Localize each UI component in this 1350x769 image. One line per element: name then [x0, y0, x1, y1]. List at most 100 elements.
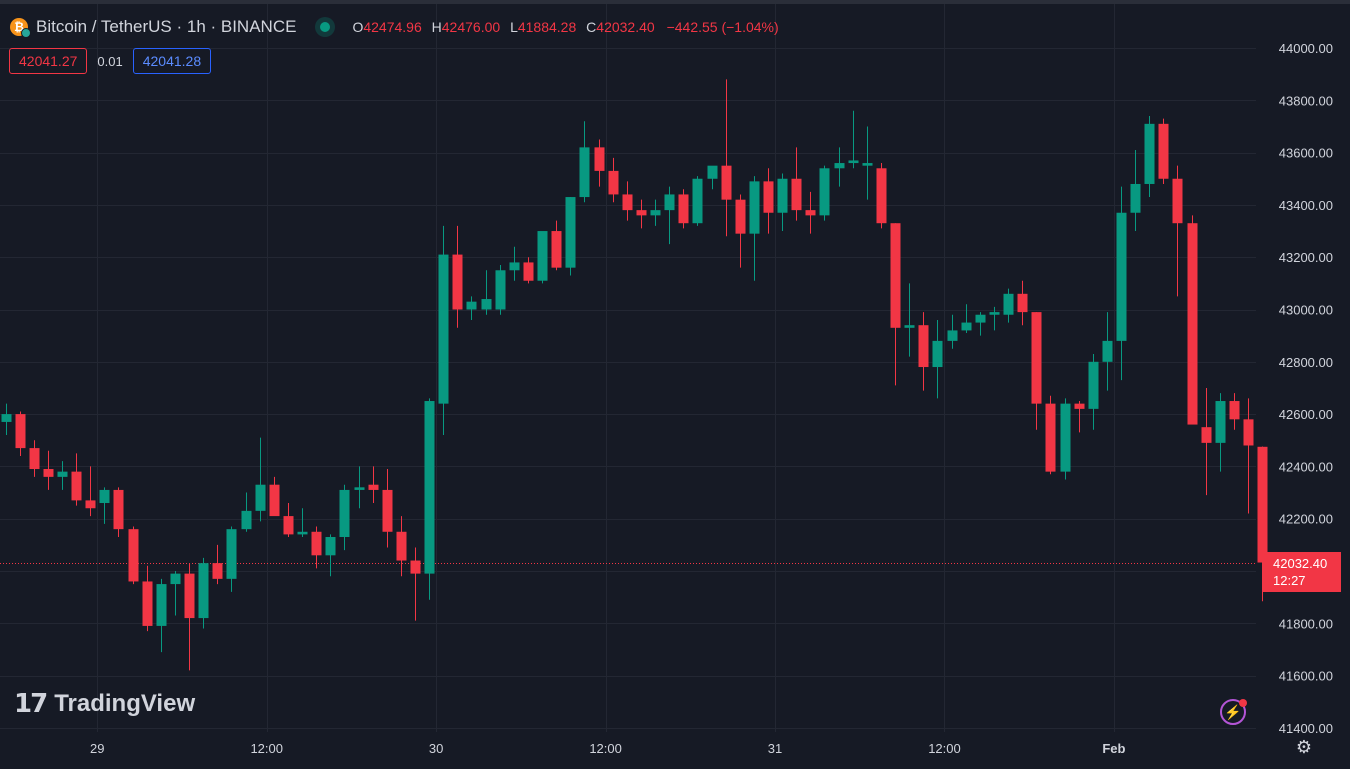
candle-down [311, 526, 322, 569]
candle-up [509, 246, 520, 281]
spread-value: 0.01 [97, 53, 123, 69]
candle-body [198, 563, 209, 619]
time-tick-label: 12:00 [928, 741, 961, 756]
candle-body [113, 489, 124, 530]
settings-gear-icon[interactable]: ⚙ [1295, 736, 1313, 757]
candle-down [452, 225, 463, 328]
candle-body [1257, 446, 1268, 563]
candle-up [241, 492, 252, 532]
candle-up [297, 508, 308, 538]
candle-body [212, 563, 223, 579]
tradingview-logo-text: TradingView [54, 690, 196, 717]
candle-down [29, 440, 40, 477]
market-status-icon[interactable] [320, 22, 331, 32]
candle-down [283, 503, 294, 538]
candle-down [1187, 215, 1198, 425]
time-axis: 29 12:00 30 12:00 31 12:00 Feb [90, 741, 1125, 756]
candle-body [947, 330, 958, 341]
time-tick-label: 31 [768, 741, 782, 756]
bar-countdown: 12:27 [1273, 573, 1306, 588]
candle-up [466, 296, 477, 320]
tradingview-logo-icon: 17 [14, 689, 48, 719]
candle-up [932, 319, 943, 399]
sell-button[interactable]: 42041.27 [9, 48, 88, 74]
candle-up [156, 578, 167, 653]
candle-body [396, 531, 407, 561]
symbol-title[interactable]: Bitcoin / TetherUS · 1h · BINANCE [36, 17, 297, 36]
candle-body [862, 163, 873, 166]
candle-down [15, 411, 26, 456]
candle-up [1215, 393, 1226, 472]
candle-up [1144, 115, 1155, 198]
candle-down [1201, 387, 1212, 496]
symbol-legend[interactable]: ₿ Bitcoin / TetherUS · 1h · BINANCE O424… [10, 14, 785, 40]
candle-body [848, 160, 859, 164]
candle-body [650, 210, 661, 216]
close-value: 42032.40 [596, 19, 655, 35]
bitcoin-icon: ₿ [10, 18, 31, 38]
candle-body [622, 194, 633, 211]
candle-body [325, 537, 336, 556]
candle-body [1, 414, 12, 422]
candle-body [1074, 403, 1085, 409]
price-tick-label: 43000.00 [1279, 303, 1333, 318]
candle-body [71, 471, 82, 501]
candle-down [382, 469, 393, 548]
candle-up [325, 534, 336, 577]
candle-up [565, 197, 576, 276]
candle-body [241, 510, 252, 530]
open-label: O [352, 19, 364, 35]
candle-body [608, 170, 619, 195]
candle-up [664, 186, 675, 245]
candle-body [876, 168, 887, 224]
candle-up [989, 306, 1000, 331]
candle-up [226, 526, 237, 592]
tradingview-logo[interactable]: 17 TradingView [14, 689, 195, 719]
candle-body [99, 489, 110, 504]
candle-up [961, 304, 972, 334]
price-tick-label: 44000.00 [1279, 41, 1333, 56]
candle-down [184, 563, 195, 671]
candle-body [523, 262, 534, 281]
close-label: C [586, 19, 597, 35]
buy-button[interactable]: 42041.28 [132, 48, 212, 74]
candle-body [128, 529, 139, 582]
candle-body [791, 178, 802, 211]
candle-body [834, 163, 845, 169]
price-tick-label: 41600.00 [1279, 669, 1333, 684]
candle-down [269, 476, 280, 517]
candle-up [1060, 398, 1071, 480]
candle-body [382, 489, 393, 532]
candle-down [890, 223, 901, 386]
candle-body [1060, 403, 1071, 472]
price-tick-label: 41400.00 [1279, 721, 1333, 736]
candle-down [721, 79, 732, 237]
candle-body [1243, 419, 1254, 446]
price-tick-label: 43200.00 [1279, 250, 1333, 265]
candle-down [791, 147, 802, 221]
candle-down [805, 191, 816, 234]
candle-body [311, 531, 322, 556]
time-tick-label: 12:00 [250, 741, 283, 756]
lightning-icon[interactable]: ⚡ [1220, 699, 1247, 725]
candle-down [1074, 401, 1085, 433]
candles [1, 79, 1268, 671]
candle-down [551, 220, 562, 271]
candle-up [579, 121, 590, 203]
candle-body [156, 584, 167, 626]
candle-up [777, 173, 788, 232]
candle-body [636, 210, 647, 216]
candle-down [1172, 165, 1183, 297]
candle-down [622, 181, 633, 221]
candle-body [1130, 183, 1141, 213]
time-tick-label: 30 [429, 741, 443, 756]
price-tick-label: 42200.00 [1279, 512, 1333, 527]
candle-down [594, 139, 605, 187]
price-tick-label: 43800.00 [1279, 93, 1333, 108]
candle-body [904, 325, 915, 328]
candle-body [466, 301, 477, 310]
time-tick-label: Feb [1102, 741, 1125, 756]
candle-body [1088, 361, 1099, 409]
